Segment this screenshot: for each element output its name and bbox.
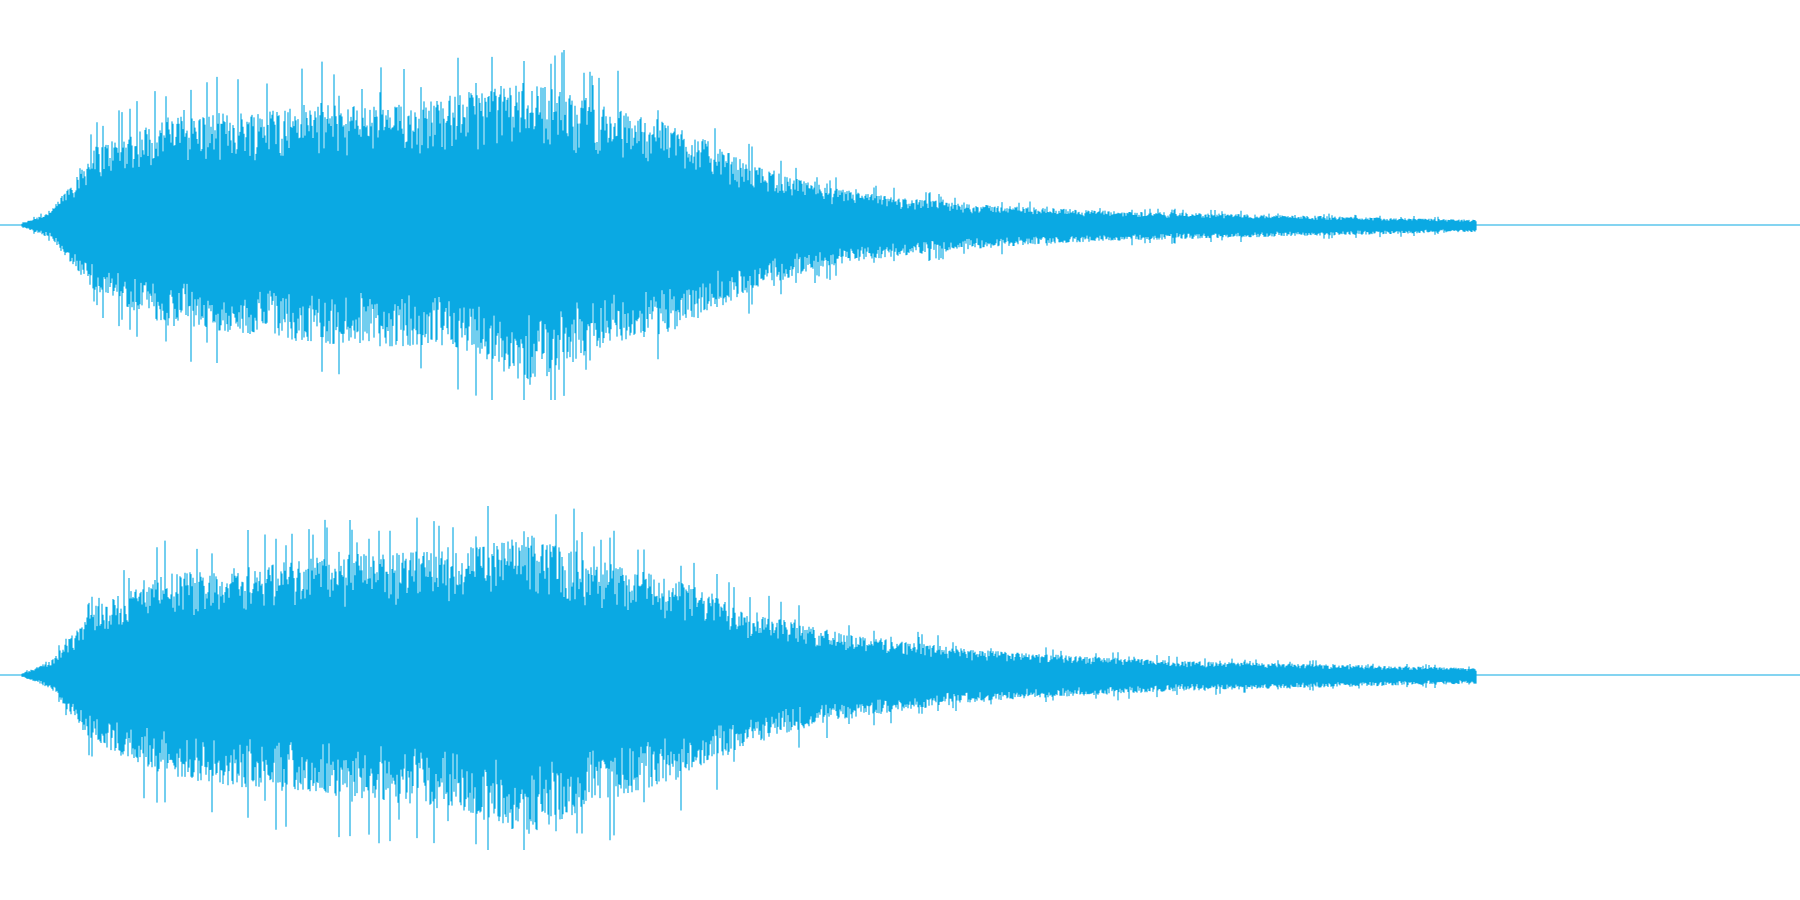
waveform-envelope — [21, 506, 1477, 850]
waveform-channel-1 — [0, 50, 1800, 400]
waveform-channel-2 — [0, 506, 1800, 850]
waveform-envelope — [21, 50, 1477, 400]
